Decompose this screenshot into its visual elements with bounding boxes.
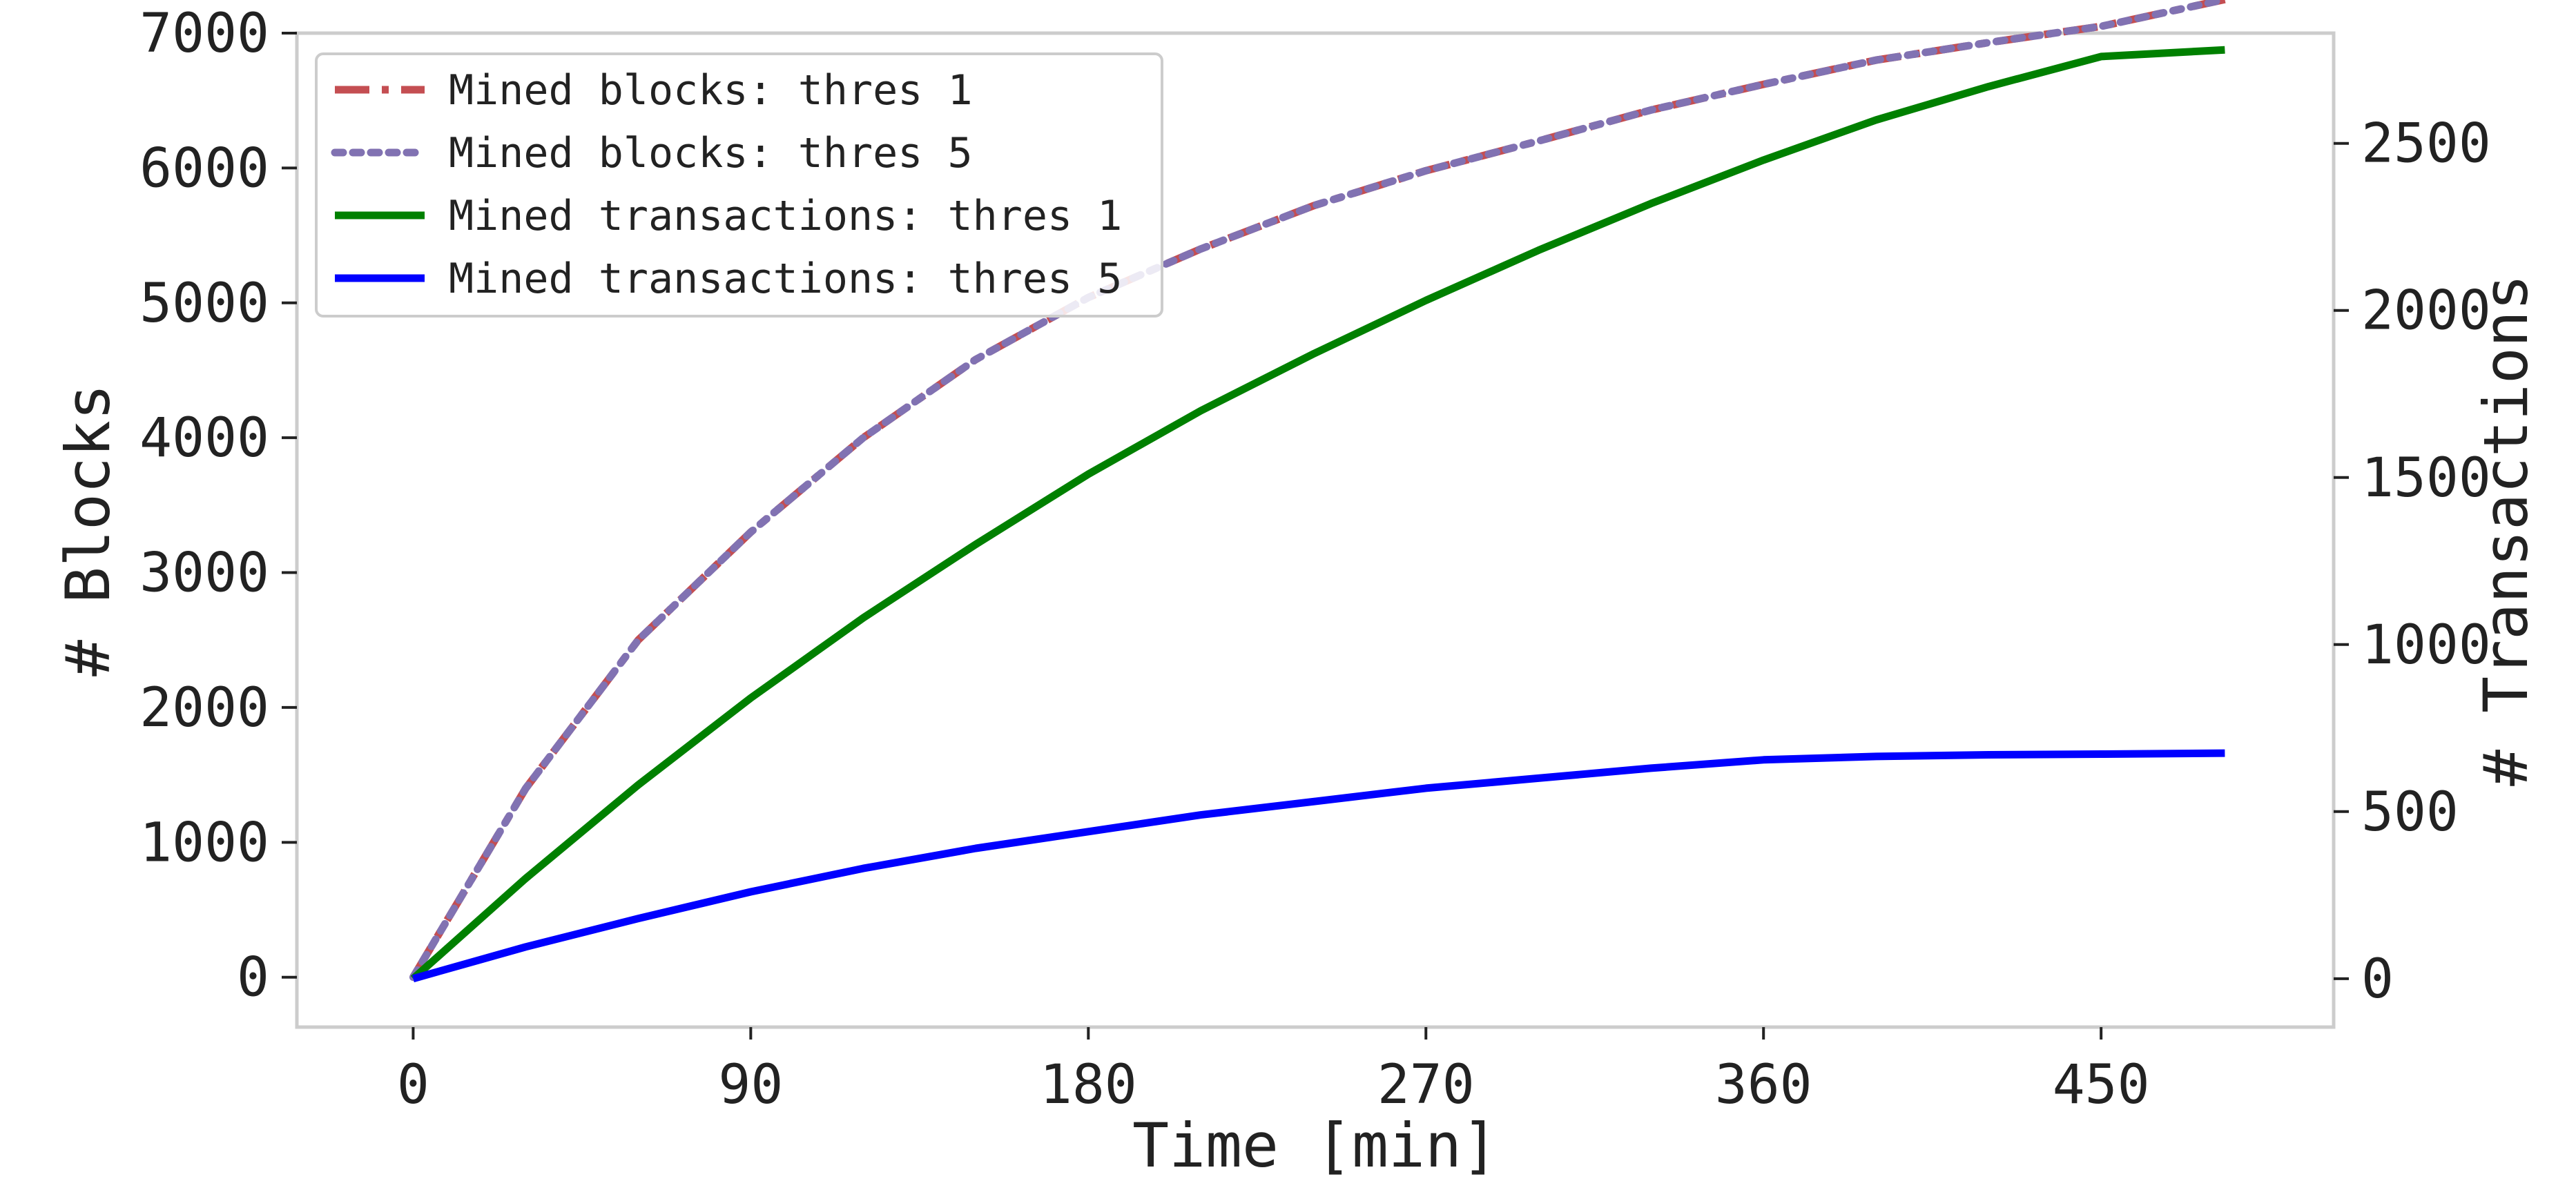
y-tick-label-right: 2500 — [2361, 113, 2491, 175]
series-line-1 — [409, 0, 2229, 982]
y-tick-label-left: 2000 — [139, 677, 269, 739]
y-tick-label-left: 7000 — [139, 3, 269, 65]
y-tick-label-left: 5000 — [139, 273, 269, 335]
y-tick-label-left: 0 — [237, 947, 269, 1009]
legend-label-3: Mined transactions: thres 5 — [449, 255, 1122, 303]
x-tick-label: 90 — [718, 1054, 783, 1116]
ticks-layer: 0 90 180 270 360 4500100020003000400050006000… — [139, 3, 2491, 1116]
y-tick-label-right: 0 — [2361, 948, 2394, 1011]
y-axis-label-right: # Transactions — [2470, 274, 2541, 786]
legend-label-1: Mined blocks: thres 5 — [449, 129, 973, 177]
series-line-3 — [411, 749, 2225, 983]
legend-label-0: Mined blocks: thres 1 — [449, 66, 973, 115]
x-tick-label: 180 — [1040, 1054, 1137, 1116]
plot-frame — [295, 31, 2336, 1029]
legend: Mined blocks: thres 1 Mined blocks: thres… — [315, 52, 1163, 318]
y-tick-label-right: 2000 — [2361, 280, 2491, 342]
y-tick-label-right: 1000 — [2361, 614, 2491, 676]
y-tick-label-right: 500 — [2361, 781, 2459, 843]
x-tick-label: 360 — [1715, 1054, 1812, 1116]
x-tick-label: 0 — [397, 1054, 429, 1116]
x-axis-label: Time [min] — [1132, 1110, 1498, 1181]
y-axis-label-left: # Blocks — [52, 384, 124, 676]
y-tick-label-left: 4000 — [139, 407, 269, 469]
x-tick-label: 270 — [1377, 1054, 1475, 1116]
legend-label-2: Mined transactions: thres 1 — [449, 192, 1122, 240]
legend-box — [315, 52, 1163, 318]
series-layer — [409, 0, 2229, 983]
y-tick-label-left: 3000 — [139, 543, 269, 605]
y-tick-label-left: 1000 — [139, 812, 269, 874]
series-line-2 — [410, 46, 2225, 982]
x-tick-label: 450 — [2053, 1054, 2150, 1116]
y-tick-label-right: 1500 — [2361, 447, 2491, 509]
y-tick-label-left: 6000 — [139, 137, 269, 199]
